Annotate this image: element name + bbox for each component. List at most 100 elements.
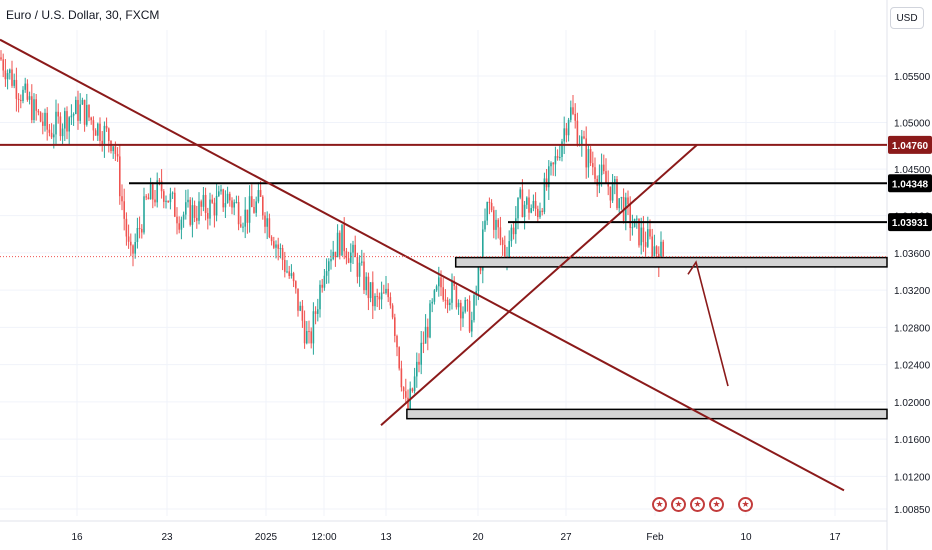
price-axis-label-bg: [888, 135, 932, 154]
candle-body: [152, 184, 154, 200]
candle-body: [143, 196, 145, 233]
candle-body: [290, 273, 293, 276]
candle-body: [662, 241, 664, 257]
candle-body: [163, 191, 165, 202]
trendline: [380, 144, 698, 426]
price-axis-label-bg: [888, 174, 932, 193]
candle-body: [532, 200, 535, 209]
candle-body: [231, 200, 233, 208]
candle-body: [451, 280, 453, 303]
y-tick-label: 1.01600: [894, 435, 931, 446]
candle-body: [539, 210, 541, 218]
x-tick-label: 16: [71, 532, 83, 543]
candle-body: [440, 277, 442, 288]
candle-body: [270, 237, 273, 242]
support-zone: [406, 408, 888, 420]
x-tick-label: 27: [560, 532, 572, 543]
flag-icon[interactable]: ★: [690, 497, 705, 512]
candle-body: [640, 227, 642, 246]
candle-body: [268, 218, 271, 238]
candle-body: [394, 317, 396, 336]
candle-body: [411, 388, 414, 392]
candle-body: [347, 258, 350, 263]
candle-body: [572, 107, 574, 114]
candle-body: [312, 311, 315, 344]
candle-body: [651, 236, 653, 257]
candle-body: [42, 121, 44, 126]
candle-body: [319, 284, 321, 310]
candle-body: [160, 180, 163, 192]
candle-body: [101, 140, 103, 146]
candle-body: [165, 200, 167, 202]
candle-body: [46, 112, 48, 130]
candle-body: [167, 200, 169, 203]
candle-body: [556, 156, 559, 158]
candle-body: [310, 331, 312, 344]
flag-icon[interactable]: ★: [652, 497, 667, 512]
candle-body: [438, 277, 440, 287]
candle-body: [213, 202, 216, 216]
candle-body: [363, 261, 365, 291]
candle-body: [523, 204, 526, 218]
candle-body: [609, 186, 612, 201]
candle-body: [367, 276, 370, 299]
candle-body: [255, 201, 257, 213]
x-tick-label: 17: [829, 532, 841, 543]
currency-button[interactable]: USD: [890, 7, 924, 29]
candle-body: [380, 292, 383, 300]
candle-body: [209, 199, 211, 219]
candle-body: [64, 111, 66, 129]
candle-body: [180, 219, 183, 230]
candle-body: [334, 251, 337, 258]
candle-body: [127, 236, 130, 242]
candle-body: [352, 244, 354, 253]
candle-body: [116, 153, 119, 157]
candle-body: [277, 244, 279, 249]
y-tick-label: 1.00850: [894, 505, 931, 516]
candle-body: [114, 146, 117, 154]
candle-body: [501, 239, 504, 245]
flag-icon[interactable]: ★: [709, 497, 724, 512]
candle-body: [66, 111, 68, 132]
candle-body: [112, 146, 114, 152]
x-tick-label: 13: [380, 532, 392, 543]
candle-body: [251, 196, 253, 208]
candle-body: [543, 178, 546, 212]
candle-body: [37, 110, 40, 113]
candle-body: [407, 397, 409, 411]
candle-body: [299, 305, 301, 311]
candle-body: [61, 128, 64, 137]
candle-body: [88, 104, 90, 118]
candle-body: [644, 242, 647, 247]
candle-body: [618, 198, 620, 209]
candle-body: [253, 207, 255, 213]
candle-body: [358, 262, 361, 277]
candle-body: [383, 292, 385, 294]
candle-body: [495, 219, 497, 230]
candle-body: [345, 251, 348, 259]
candle-body: [528, 197, 530, 213]
candle-body: [189, 199, 191, 225]
candle-body: [607, 182, 609, 187]
candle-body: [462, 311, 464, 319]
candle-body: [57, 111, 59, 117]
candle-body: [504, 244, 506, 259]
price-axis-label: 1.04348: [892, 179, 929, 190]
candle-body: [473, 295, 475, 321]
candle-body: [174, 192, 176, 217]
candle-body: [563, 128, 565, 142]
candle-body: [325, 271, 328, 276]
candle-body: [178, 223, 180, 230]
candle-body: [611, 182, 614, 201]
flag-icon[interactable]: ★: [738, 497, 753, 512]
y-tick-label: 1.02400: [894, 361, 931, 372]
candle-body: [515, 218, 517, 235]
candle-body: [156, 180, 158, 203]
symbol-title[interactable]: Euro / U.S. Dollar, 30, FXCM: [6, 8, 160, 22]
candle-body: [224, 203, 227, 208]
candle-body: [332, 251, 334, 260]
flag-icon[interactable]: ★: [671, 497, 686, 512]
candle-body: [374, 295, 376, 307]
candle-body: [242, 226, 244, 228]
